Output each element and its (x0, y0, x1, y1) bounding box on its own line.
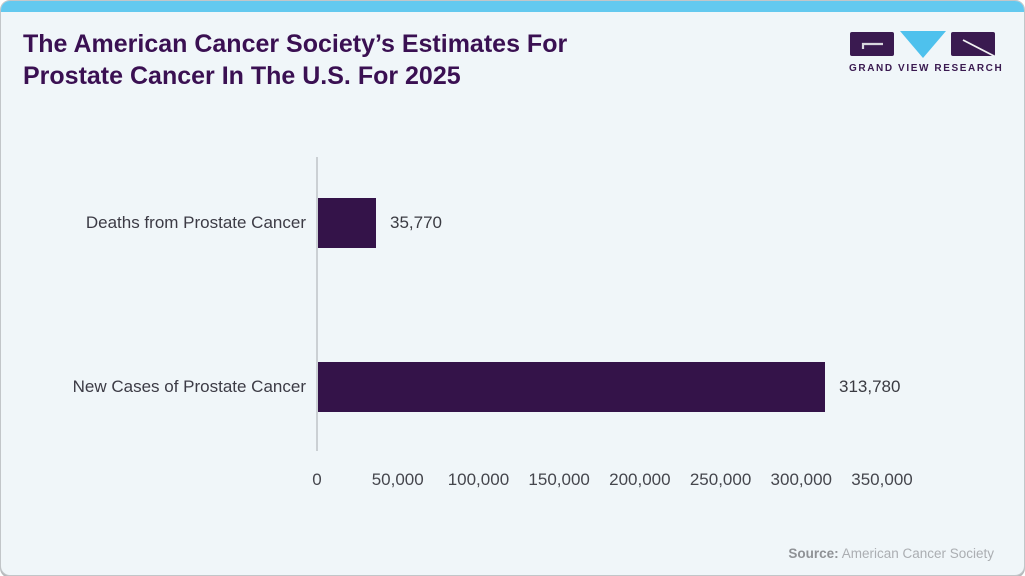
bar-row-deaths: Deaths from Prostate Cancer 35,770 (1, 198, 1024, 248)
x-tick-label: 350,000 (851, 470, 913, 489)
value-label: 313,780 (839, 377, 901, 396)
x-axis-ticks: 0 50,000 100,000 150,000 200,000 250,000 300,0… (312, 470, 912, 492)
x-tick-label: 50,000 (371, 470, 424, 489)
x-tick-label: 0 (312, 470, 322, 489)
source-label: Source: (788, 546, 839, 561)
value-label: 35,770 (390, 213, 442, 232)
x-tick-label: 300,000 (770, 470, 833, 489)
source-text: American Cancer Society (841, 546, 994, 561)
x-tick-label: 150,000 (528, 470, 590, 489)
bar-row-new-cases: New Cases of Prostate Cancer 313,780 (1, 362, 1024, 412)
source-attribution: Source: American Cancer Society (788, 546, 994, 561)
top-accent-bar (1, 1, 1024, 12)
bar-new-cases (318, 362, 825, 412)
y-axis-line (316, 157, 318, 451)
category-label: New Cases of Prostate Cancer (72, 377, 306, 396)
grand-view-research-logo: GRAND VIEW RESEARCH (849, 29, 1004, 74)
x-tick-label: 100,000 (447, 470, 510, 489)
page-title-line1: The American Cancer Society’s Estimates … (23, 30, 568, 58)
page-title: The American Cancer Society’s Estimates … (23, 29, 567, 92)
x-tick-label: 250,000 (689, 470, 752, 489)
logo-wordmark: GRAND VIEW RESEARCH (849, 63, 1004, 74)
bar-deaths (318, 198, 376, 248)
x-tick-label: 200,000 (609, 470, 671, 489)
category-label: Deaths from Prostate Cancer (85, 213, 306, 232)
page-title-line2: Prostate Cancer In The U.S. For 2025 (23, 61, 461, 90)
gvr-logo-icon (850, 31, 995, 58)
